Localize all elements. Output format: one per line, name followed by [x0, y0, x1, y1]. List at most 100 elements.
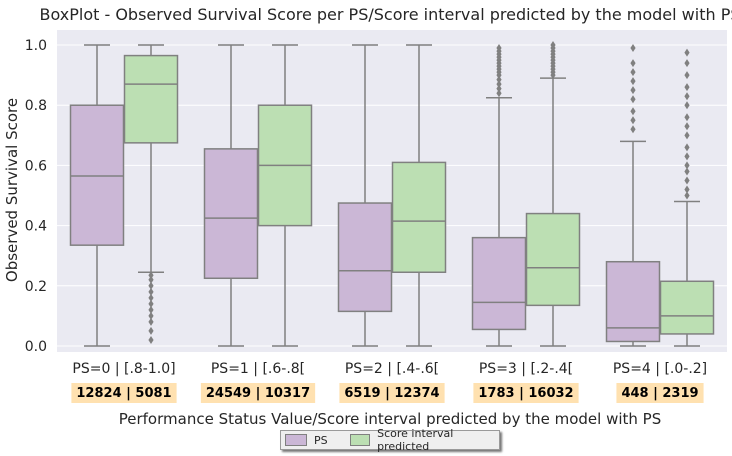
- count-label: 6519 | 12374: [344, 386, 439, 401]
- legend: PS Score interval predicted: [280, 427, 500, 453]
- outlier-point: [148, 335, 154, 344]
- x-axis-label: Performance Status Value/Score interval …: [119, 410, 661, 428]
- outlier-point: [630, 77, 636, 86]
- legend-swatch-score: [349, 434, 371, 446]
- box-ps-3: [471, 44, 527, 347]
- outlier-point: [148, 317, 154, 326]
- outlier-point: [550, 41, 556, 50]
- boxes: [69, 41, 715, 347]
- outlier-point: [148, 287, 154, 296]
- outlier-point: [684, 176, 690, 185]
- box-body: [525, 212, 581, 307]
- box-ps-4: [605, 44, 661, 347]
- box-body: [391, 161, 447, 274]
- box-ps-1: [203, 44, 259, 347]
- outlier-point: [684, 113, 690, 122]
- y-axis-ticks: 0.0 0.2 0.4 0.6 0.8 1.0: [25, 38, 47, 355]
- outlier-point: [496, 89, 502, 98]
- outlier-point: [148, 311, 154, 320]
- outlier-point: [148, 293, 154, 302]
- count-badge: 24549 | 10317: [200, 383, 316, 403]
- count-badge: 6519 | 12374: [339, 383, 445, 403]
- count-badge: 1783 | 16032: [473, 383, 579, 403]
- legend-label-score: Score interval predicted: [377, 427, 454, 453]
- outlier-point: [630, 116, 636, 125]
- y-tick-label: 0.2: [25, 279, 47, 295]
- outlier-point: [684, 152, 690, 161]
- outlier-point: [630, 44, 636, 53]
- y-tick-label: 0.0: [25, 339, 47, 355]
- box-ps-0: [69, 44, 125, 347]
- count-background: [71, 383, 177, 403]
- outlier-point: [630, 68, 636, 77]
- outlier-point: [684, 122, 690, 131]
- count-background: [200, 383, 316, 403]
- box-score-0: [123, 44, 179, 344]
- box-body: [203, 148, 259, 280]
- count-label: 24549 | 10317: [206, 386, 310, 401]
- legend-item-score: Score interval predicted: [349, 427, 499, 453]
- y-tick-label: 1.0: [25, 38, 47, 54]
- outlier-point: [148, 305, 154, 314]
- category-label: PS=0 | [.8-1.0]: [72, 361, 175, 377]
- outlier-point: [496, 84, 502, 93]
- y-tick-label: 0.8: [25, 98, 47, 114]
- outlier-point: [630, 125, 636, 134]
- outlier-point: [684, 161, 690, 170]
- outlier-point: [684, 167, 690, 176]
- legend-swatch-ps: [285, 434, 307, 446]
- count-label: 1783 | 16032: [478, 386, 573, 401]
- outlier-point: [684, 191, 690, 200]
- count-background: [339, 383, 445, 403]
- outlier-point: [684, 131, 690, 140]
- outlier-point: [684, 143, 690, 152]
- outlier-point: [684, 83, 690, 92]
- outlier-point: [630, 107, 636, 116]
- outlier-point: [148, 326, 154, 335]
- outlier-point: [684, 185, 690, 194]
- box-body: [605, 260, 661, 343]
- count-label: 448 | 2319: [621, 386, 698, 401]
- category-label: PS=2 | [.4-.6[: [345, 361, 439, 377]
- outlier-point: [496, 44, 502, 53]
- box-score-3: [525, 41, 581, 347]
- count-background: [616, 383, 704, 403]
- box-score-2: [391, 44, 447, 347]
- category-label: PS=1 | [.6-.8[: [211, 361, 305, 377]
- outlier-point: [148, 275, 154, 284]
- outlier-point: [684, 92, 690, 101]
- count-badge: 12824 | 5081: [71, 383, 177, 403]
- outlier-point: [148, 271, 154, 280]
- legend-label-ps: PS: [314, 433, 328, 447]
- outlier-point: [496, 80, 502, 89]
- category-labels: PS=0 | [.8-1.0] PS=1 | [.6-.8[ PS=2 | [.4-…: [72, 361, 707, 377]
- legend-item-ps: PS: [285, 434, 328, 447]
- y-tick-label: 0.6: [25, 158, 47, 174]
- box-body: [337, 202, 393, 313]
- count-background: [473, 383, 579, 403]
- outlier-point: [684, 48, 690, 57]
- chart-title: BoxPlot - Observed Survival Score per PS…: [39, 5, 732, 24]
- count-label: 12824 | 5081: [76, 386, 171, 401]
- count-badge: 448 | 2319: [616, 383, 704, 403]
- box-score-1: [257, 44, 313, 347]
- box-score-4: [659, 48, 715, 347]
- outlier-point: [684, 71, 690, 80]
- category-label: PS=3 | [.2-.4[: [479, 361, 573, 377]
- outlier-point: [496, 75, 502, 84]
- box-ps-2: [337, 44, 393, 347]
- outlier-point: [684, 101, 690, 110]
- category-label: PS=4 | [.0-.2]: [613, 361, 707, 377]
- outlier-point: [148, 281, 154, 290]
- box-body: [471, 236, 527, 331]
- count-labels: 12824 | 5081 24549 | 10317 6519 | 12374 178…: [71, 383, 704, 403]
- outlier-point: [630, 95, 636, 104]
- box-body: [69, 104, 125, 246]
- outlier-point: [630, 59, 636, 68]
- outlier-point: [630, 86, 636, 95]
- outlier-point: [148, 299, 154, 308]
- box-body: [123, 54, 179, 144]
- outlier-point: [684, 59, 690, 68]
- box-body: [659, 280, 715, 335]
